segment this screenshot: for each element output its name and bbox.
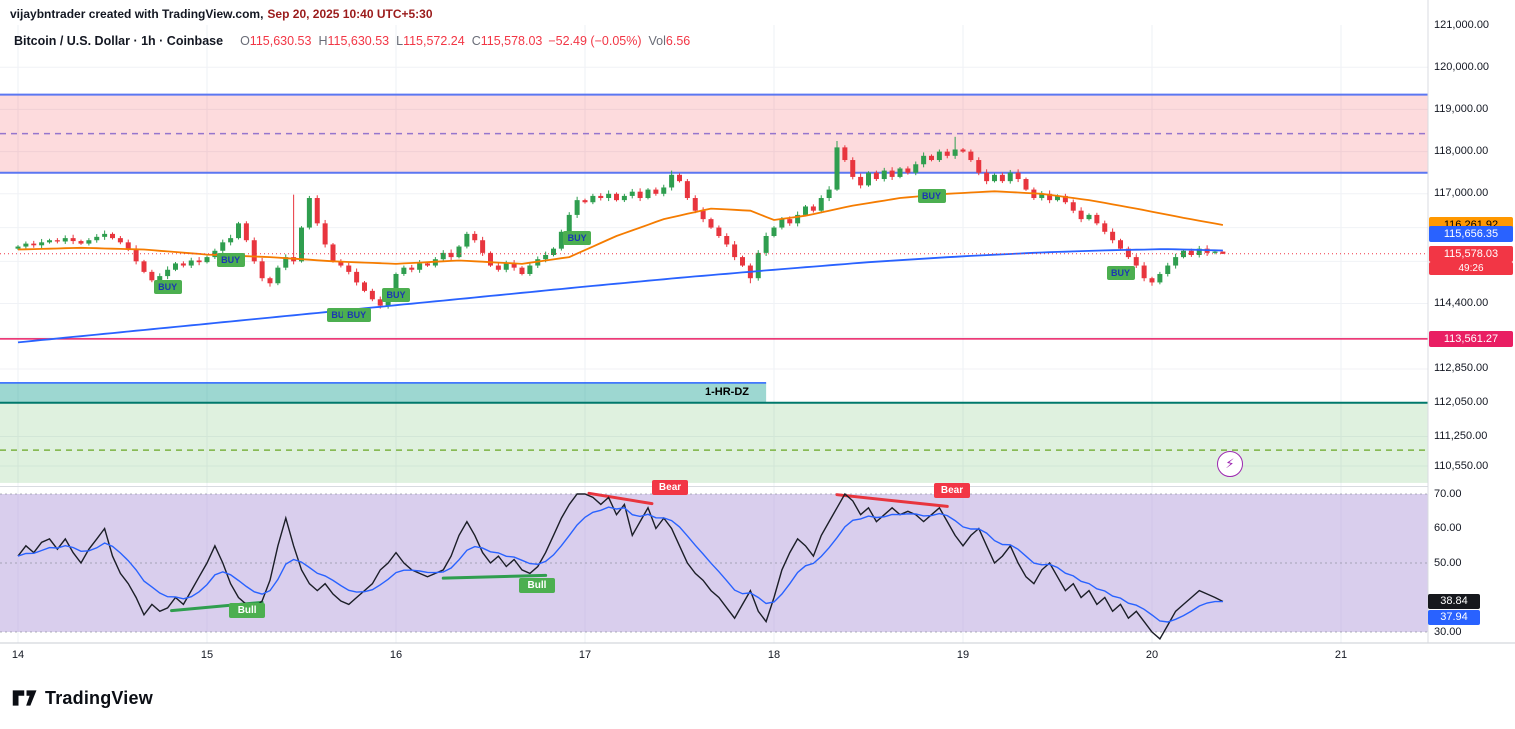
- open-label: O: [240, 34, 250, 48]
- low-label: L: [396, 34, 404, 48]
- time-axis-label: 15: [200, 649, 214, 661]
- price-axis-label: 111,250.00: [1434, 429, 1488, 442]
- price-axis-label: 112,850.00: [1434, 362, 1489, 375]
- watermark-date: Sep 20, 2025 10:40 UTC+5:30: [267, 7, 433, 21]
- price-axis-label: 110,550.00: [1434, 459, 1489, 472]
- close-label: C: [471, 34, 481, 48]
- volume-value: 6.56: [665, 34, 691, 48]
- rsi-axis-label: 70.00: [1434, 487, 1462, 500]
- bull-signal-marker: Bull: [518, 577, 555, 593]
- buy-signal-marker: BUY: [382, 288, 410, 303]
- watermark-author: vijaybntrader created with TradingView.c…: [10, 7, 264, 21]
- tradingview-logo-icon: [12, 690, 37, 706]
- symbol-legend: Bitcoin / U.S. Dollar · 1h · Coinbase O11…: [14, 34, 690, 48]
- time-axis-label: 16: [389, 649, 403, 661]
- low-value: 115,572.24: [403, 34, 465, 48]
- price-axis-label: 120,000.00: [1434, 60, 1490, 73]
- watermark: vijaybntrader created with TradingView.c…: [10, 7, 433, 21]
- buy-signal-marker: BUY: [153, 280, 182, 295]
- rsi-axis-badge: 38.84: [1428, 594, 1480, 609]
- high-label: H: [318, 34, 328, 48]
- symbol-title[interactable]: Bitcoin / U.S. Dollar · 1h · Coinbase: [14, 34, 224, 48]
- bear-signal-marker: Bear: [652, 480, 689, 496]
- buy-signal-marker: BUY: [216, 253, 245, 268]
- price-axis-label: 118,000.00: [1434, 145, 1489, 158]
- time-axis-label: 18: [767, 649, 781, 661]
- lightning-icon: ⚡: [1225, 456, 1235, 472]
- rsi-axis-badge: 37.94: [1428, 610, 1480, 626]
- bear-signal-marker: Bear: [933, 483, 970, 499]
- price-axis-label: 117,000.00: [1434, 187, 1489, 200]
- volume-label: Vol: [648, 34, 666, 48]
- price-axis-badge: 115,656.35: [1429, 225, 1513, 242]
- price-axis-label: 112,050.00: [1434, 396, 1489, 409]
- rsi-axis-label: 50.00: [1434, 556, 1462, 569]
- price-axis-label: 121,000.00: [1434, 18, 1490, 31]
- buy-signal-marker: BUY: [917, 188, 946, 203]
- high-value: 115,630.53: [327, 34, 390, 48]
- time-axis-label: 14: [11, 649, 25, 661]
- time-axis-label: 21: [1334, 649, 1348, 661]
- buy-signal-marker: BUY: [1106, 266, 1135, 281]
- tradingview-logo-text: TradingView: [45, 687, 153, 708]
- price-axis-badge: 115,578.03: [1429, 245, 1513, 262]
- time-axis-label: 19: [956, 649, 970, 661]
- price-axis-badge: 49:26: [1429, 262, 1513, 276]
- buy-signal-marker: BUY: [563, 231, 592, 246]
- time-axis-label: 17: [578, 649, 592, 661]
- open-value: 115,630.53: [249, 34, 312, 48]
- bull-signal-marker: Bull: [229, 603, 266, 619]
- rsi-axis-label: 30.00: [1434, 625, 1462, 638]
- demand-zone-label: 1-HR-DZ: [705, 385, 749, 398]
- lightning-button[interactable]: ⚡: [1217, 451, 1243, 477]
- close-value: 115,578.03: [480, 34, 543, 48]
- time-axis-label: 20: [1145, 649, 1159, 661]
- change-value: −52.49 (−0.05%): [548, 34, 642, 48]
- price-axis-badge: 113,561.27: [1429, 330, 1513, 347]
- tradingview-logo[interactable]: TradingView: [12, 686, 153, 710]
- buy-signal-marker: BUY: [342, 308, 371, 323]
- price-axis-label: 114,400.00: [1434, 297, 1489, 310]
- price-axis-label: 119,000.00: [1434, 102, 1489, 115]
- rsi-axis-label: 60.00: [1434, 522, 1462, 534]
